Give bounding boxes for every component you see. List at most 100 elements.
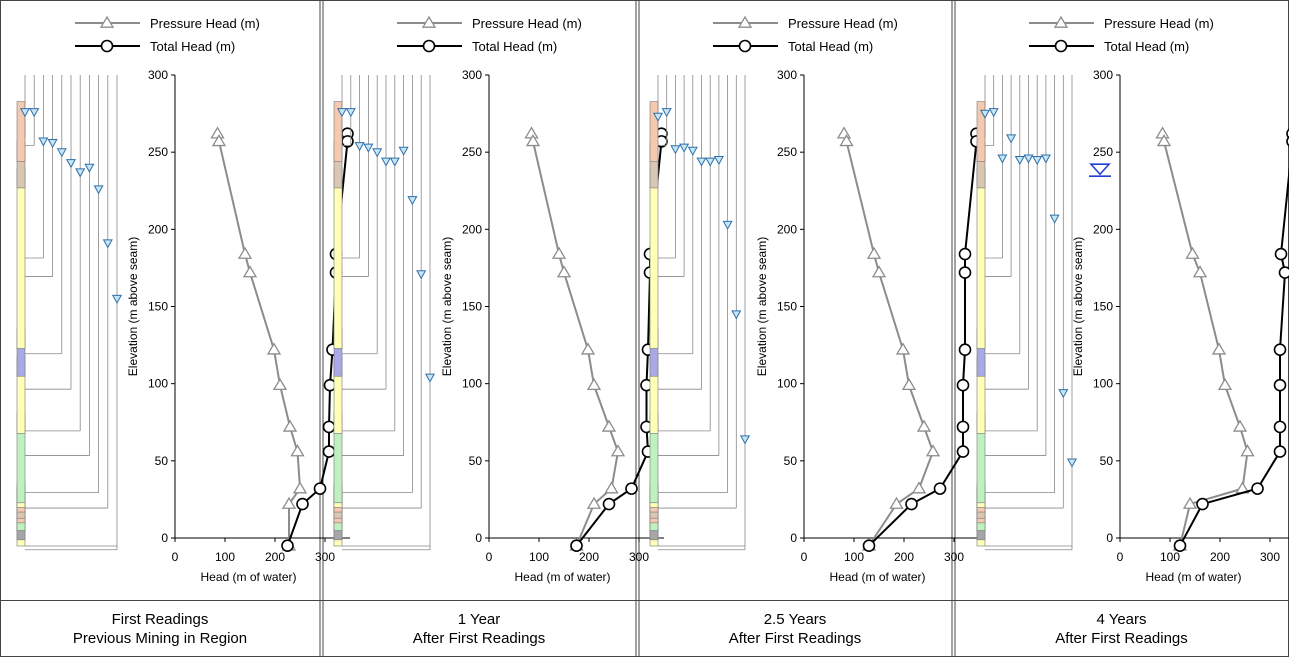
y-tick-label: 200 <box>462 222 482 236</box>
pressure-head-point <box>866 246 882 259</box>
y-tick-label: 50 <box>155 454 169 468</box>
total-head-point <box>1278 266 1289 279</box>
caption-line-1: First Readings <box>111 611 209 628</box>
y-axis-label: Elevation (m above seam) <box>1071 237 1085 376</box>
piezometer-water-level <box>679 143 690 153</box>
piezometer-water-level <box>363 143 374 153</box>
x-tick-label: 200 <box>1210 550 1230 564</box>
panel-caption-3: 2.5 Years After First Readings <box>638 601 952 657</box>
pressure-head-point <box>1217 377 1233 391</box>
piezometer-water-level <box>336 108 348 118</box>
chart-panel-4: Pressure Head (m) Total Head (m) 0 50 100 150… <box>976 15 1289 584</box>
total-head-point <box>1273 445 1287 458</box>
piezometer-water-level <box>722 220 733 230</box>
pressure-head-point <box>1185 246 1200 259</box>
y-tick-label: 150 <box>777 300 797 314</box>
stratum <box>649 167 659 349</box>
piezometer-water-level <box>713 156 724 166</box>
y-tick-label: 300 <box>148 68 168 82</box>
legend-pressure-label: Pressure Head (m) <box>150 16 260 31</box>
piezometer-water-level <box>416 270 427 280</box>
pressure-head-point <box>839 134 854 147</box>
total-head-point <box>1273 343 1287 357</box>
total-head-point <box>281 539 294 553</box>
stratum <box>976 167 986 349</box>
piezometer-water-level <box>670 145 681 155</box>
pressure-head-point <box>1232 419 1248 432</box>
pressure-head-point <box>586 496 602 509</box>
panel-caption-2: 1 Year After First Readings <box>322 601 636 657</box>
pressure-head-point <box>895 342 911 355</box>
piezometer-water-level <box>102 239 113 249</box>
caption-line-2: After First Readings <box>412 630 546 647</box>
x-tick-label: 200 <box>579 550 599 564</box>
pressure-head-line <box>530 133 620 547</box>
y-tick-label: 300 <box>777 68 797 82</box>
total-head-point <box>313 482 327 495</box>
caption-line-2: After First Readings <box>728 630 862 647</box>
x-axis-label: Head (m of water) <box>200 570 296 584</box>
legend-total-label: Total Head (m) <box>788 39 873 54</box>
legend-pressure-marker <box>1053 15 1069 28</box>
pressure-head-point <box>242 265 258 278</box>
pressure-head-point <box>586 377 602 391</box>
caption-line-2: Previous Mining in Region <box>72 630 248 647</box>
y-tick-label: 100 <box>148 377 168 391</box>
y-tick-label: 0 <box>475 531 482 545</box>
pressure-head-point <box>889 496 904 509</box>
pressure-head-point <box>601 419 617 432</box>
x-tick-label: 300 <box>1260 550 1280 564</box>
piezometer-water-level <box>1023 154 1034 164</box>
pressure-head-point <box>210 126 225 139</box>
pressure-head-point <box>282 419 298 432</box>
piezometer-water-level <box>354 142 365 152</box>
total-head-point <box>570 539 583 553</box>
pressure-head-point <box>551 246 567 259</box>
x-axis-label: Head (m of water) <box>514 570 610 584</box>
total-head-point <box>958 266 972 279</box>
x-tick-label: 200 <box>265 550 285 564</box>
x-tick-label: 300 <box>944 550 964 564</box>
piezometer-water-level <box>372 148 383 158</box>
x-axis-label: Head (m of water) <box>1145 570 1241 584</box>
y-tick-label: 50 <box>1100 454 1114 468</box>
chart-panel-3: Pressure Head (m) Total Head (m) 0 50 100 150… <box>649 15 983 584</box>
y-tick-label: 200 <box>777 222 797 236</box>
pressure-head-point <box>237 246 253 259</box>
piezometer-water-level <box>1032 156 1043 166</box>
piezometer-water-level <box>19 108 31 118</box>
total-head-point <box>1273 420 1287 434</box>
x-tick-label: 100 <box>215 550 235 564</box>
x-tick-label: 100 <box>529 550 549 564</box>
piezometer-water-level <box>1066 458 1078 468</box>
legend-pressure-marker <box>99 15 115 28</box>
y-tick-label: 50 <box>784 454 798 468</box>
piezometer-water-level <box>407 196 418 206</box>
piezometer-water-level <box>1014 156 1025 166</box>
total-head-point <box>958 247 972 261</box>
x-tick-label: 300 <box>629 550 649 564</box>
piezometer-water-level <box>739 435 751 445</box>
pressure-head-point <box>525 134 541 147</box>
y-tick-label: 0 <box>161 531 168 545</box>
pressure-head-point <box>871 265 887 278</box>
pressure-head-point <box>925 444 941 457</box>
y-tick-label: 300 <box>462 68 482 82</box>
pressure-head-point <box>272 377 288 391</box>
total-head-point <box>322 420 336 434</box>
piezometer-water-level <box>1049 214 1060 224</box>
total-head-point <box>322 445 336 458</box>
legend-pressure-label: Pressure Head (m) <box>472 16 582 31</box>
pressure-head-point <box>1211 342 1227 355</box>
piezometer-water-level <box>1058 389 1069 399</box>
total-head-point <box>956 420 970 434</box>
piezometer-water-level <box>93 185 104 195</box>
legend-total-label: Total Head (m) <box>472 39 557 54</box>
pressure-head-point <box>911 481 927 494</box>
legend-pressure-label: Pressure Head (m) <box>1104 16 1214 31</box>
pressure-head-line <box>1161 133 1249 546</box>
pressure-head-point <box>266 342 282 355</box>
y-tick-label: 250 <box>1093 145 1113 159</box>
total-head-point <box>1196 497 1209 511</box>
y-tick-label: 100 <box>462 377 482 391</box>
